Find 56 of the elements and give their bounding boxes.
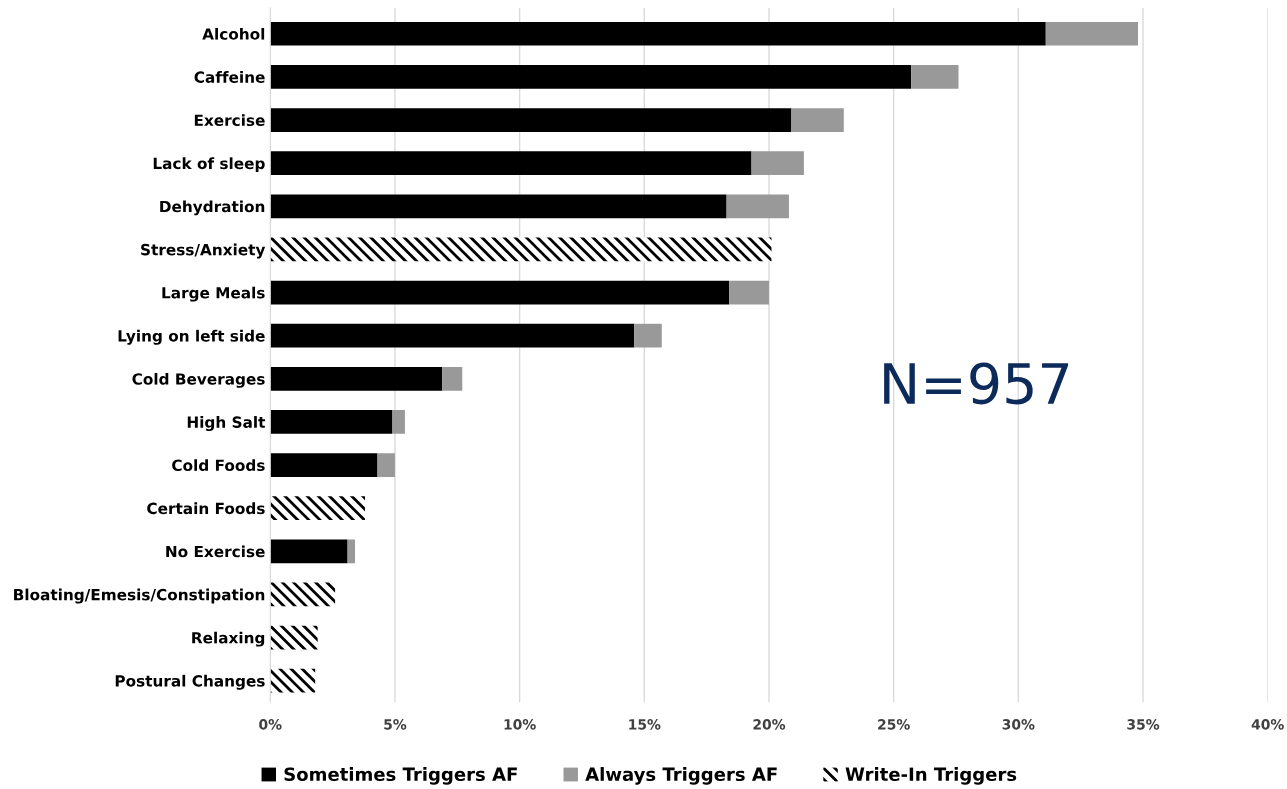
y-tick-label: Stress/Anxiety [141, 243, 266, 259]
bar [270, 625, 318, 650]
x-tick-label: 20% [753, 719, 786, 730]
bar [270, 496, 366, 520]
y-tick-label: Relaxing [192, 631, 265, 647]
bar [270, 237, 772, 262]
bar [911, 65, 959, 89]
x-tick-label: 5% [384, 719, 407, 730]
bar [270, 151, 752, 175]
bar [791, 108, 844, 132]
x-tick-label: 30% [1002, 719, 1035, 730]
bar [270, 108, 792, 132]
x-tick-label: 10% [504, 719, 536, 730]
y-tick-label: Lying on left side [118, 329, 265, 345]
x-tick-label: 0% [259, 719, 282, 730]
bar [1045, 21, 1139, 46]
legend-label: Write-In Triggers [845, 767, 1017, 785]
y-tick-label: Caffeine [194, 71, 265, 83]
bar [729, 280, 769, 305]
bar [270, 366, 443, 391]
bar [270, 453, 378, 477]
bar [270, 280, 730, 305]
y-tick-label: Large Meals [162, 286, 265, 302]
y-tick-label: Dehydration [160, 200, 265, 216]
bar [751, 151, 804, 175]
bar [377, 453, 395, 477]
bar [726, 194, 789, 219]
bar [347, 539, 356, 564]
annotation: N=957 [884, 362, 1069, 405]
bar [270, 194, 727, 219]
y-tick-label: Lack of sleep [153, 157, 265, 173]
x-tick-label: 35% [1127, 719, 1160, 730]
bar [442, 366, 463, 391]
bar [634, 323, 662, 348]
y-tick-label: Certain Foods [147, 502, 265, 515]
y-tick-label: Bloating/Emesis/Constipation [14, 588, 265, 604]
bar [270, 668, 316, 693]
x-tick-label: 15% [629, 719, 661, 730]
y-tick-label: No Exercise [166, 545, 265, 558]
bar [270, 21, 1046, 46]
y-tick-label: Postural Changes [115, 674, 265, 690]
y-tick-label: Alcohol [202, 27, 265, 40]
bar [270, 582, 336, 607]
bar [392, 410, 405, 434]
x-tick-label: 25% [878, 719, 910, 730]
legend-label: Sometimes Triggers AF [284, 767, 517, 785]
bar [270, 323, 635, 348]
bar [270, 65, 912, 89]
x-tick-label: 40% [1251, 719, 1284, 730]
y-tick-label: Cold Beverages [132, 372, 265, 388]
y-tick-label: High Salt [187, 416, 266, 431]
y-tick-label: Exercise [194, 114, 265, 127]
bar [270, 539, 348, 564]
bar [270, 410, 393, 434]
legend-label: Always Triggers AF [585, 767, 777, 785]
y-tick-label: Cold Foods [172, 459, 265, 472]
